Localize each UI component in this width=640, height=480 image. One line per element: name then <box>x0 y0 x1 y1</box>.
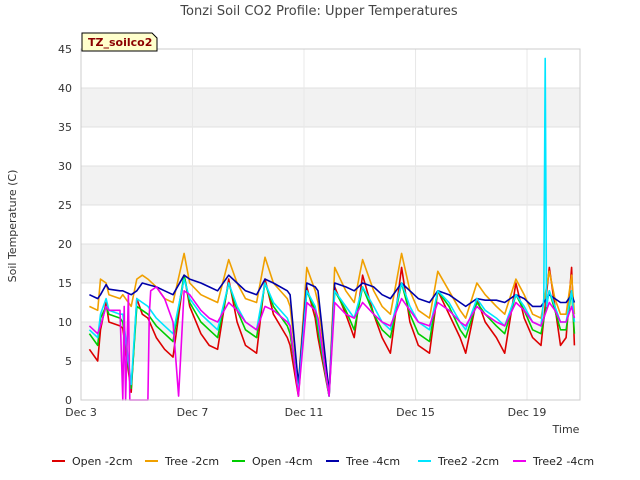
y-tick-label: 10 <box>58 316 72 329</box>
plot-frame <box>80 48 581 401</box>
y-tick-label: 30 <box>58 160 72 173</box>
series-line <box>89 274 576 394</box>
x-axis-label: Time <box>552 423 580 436</box>
legend-item: Tree -2cm <box>145 455 219 468</box>
legend-label: Open -2cm <box>72 455 133 468</box>
site-badge-box <box>81 32 158 52</box>
y-tick-label: 25 <box>58 199 72 212</box>
site-badge-label: TZ_soilco2 <box>88 36 152 49</box>
legend: Open -2cm Tree -2cm Open -4cm Tree -4cm Tree… <box>52 455 594 468</box>
legend-item: Tree2 -2cm <box>418 455 499 468</box>
legend-item: Open -2cm <box>52 455 133 468</box>
series-line <box>89 252 576 394</box>
grid-band <box>81 88 580 127</box>
y-axis-label: Soil Temperature (C) <box>6 170 19 283</box>
x-tick-label: Dec 7 <box>177 406 209 419</box>
x-tick-label: Dec 3 <box>65 406 97 419</box>
grid-band <box>81 244 580 283</box>
site-badge: TZ_soilco2 <box>81 32 158 52</box>
series-line <box>88 274 576 397</box>
legend-label: Tree -4cm <box>345 455 400 468</box>
legend-item: Open -4cm <box>232 455 313 468</box>
legend-label: Tree2 -4cm <box>532 455 594 468</box>
legend-label: Tree2 -2cm <box>437 455 499 468</box>
y-tick-label: 35 <box>58 121 72 134</box>
y-tick-label: 0 <box>65 394 72 407</box>
plot-background-bands <box>81 88 580 361</box>
series-line <box>88 266 576 397</box>
chart-title: Tonzi Soil CO2 Profile: Upper Temperatur… <box>179 4 458 19</box>
legend-item: Tree2 -4cm <box>513 455 594 468</box>
y-tick-label: 40 <box>58 82 72 95</box>
y-tick-label: 20 <box>58 238 72 251</box>
y-tick-label: 45 <box>58 43 72 56</box>
legend-label: Tree -2cm <box>164 455 219 468</box>
y-tick-label: 15 <box>58 277 72 290</box>
y-axis-ticks: 0 5 10 15 20 25 30 35 40 45 <box>58 43 72 407</box>
x-tick-label: Dec 15 <box>396 406 435 419</box>
legend-item: Tree -4cm <box>326 455 400 468</box>
y-tick-label: 5 <box>65 355 72 368</box>
x-tick-label: Dec 11 <box>285 406 324 419</box>
x-tick-label: Dec 19 <box>508 406 547 419</box>
x-axis-ticks: Dec 3 Dec 7 Dec 11 Dec 15 Dec 19 <box>65 406 546 419</box>
legend-label: Open -4cm <box>252 455 313 468</box>
grid-band <box>81 166 580 205</box>
